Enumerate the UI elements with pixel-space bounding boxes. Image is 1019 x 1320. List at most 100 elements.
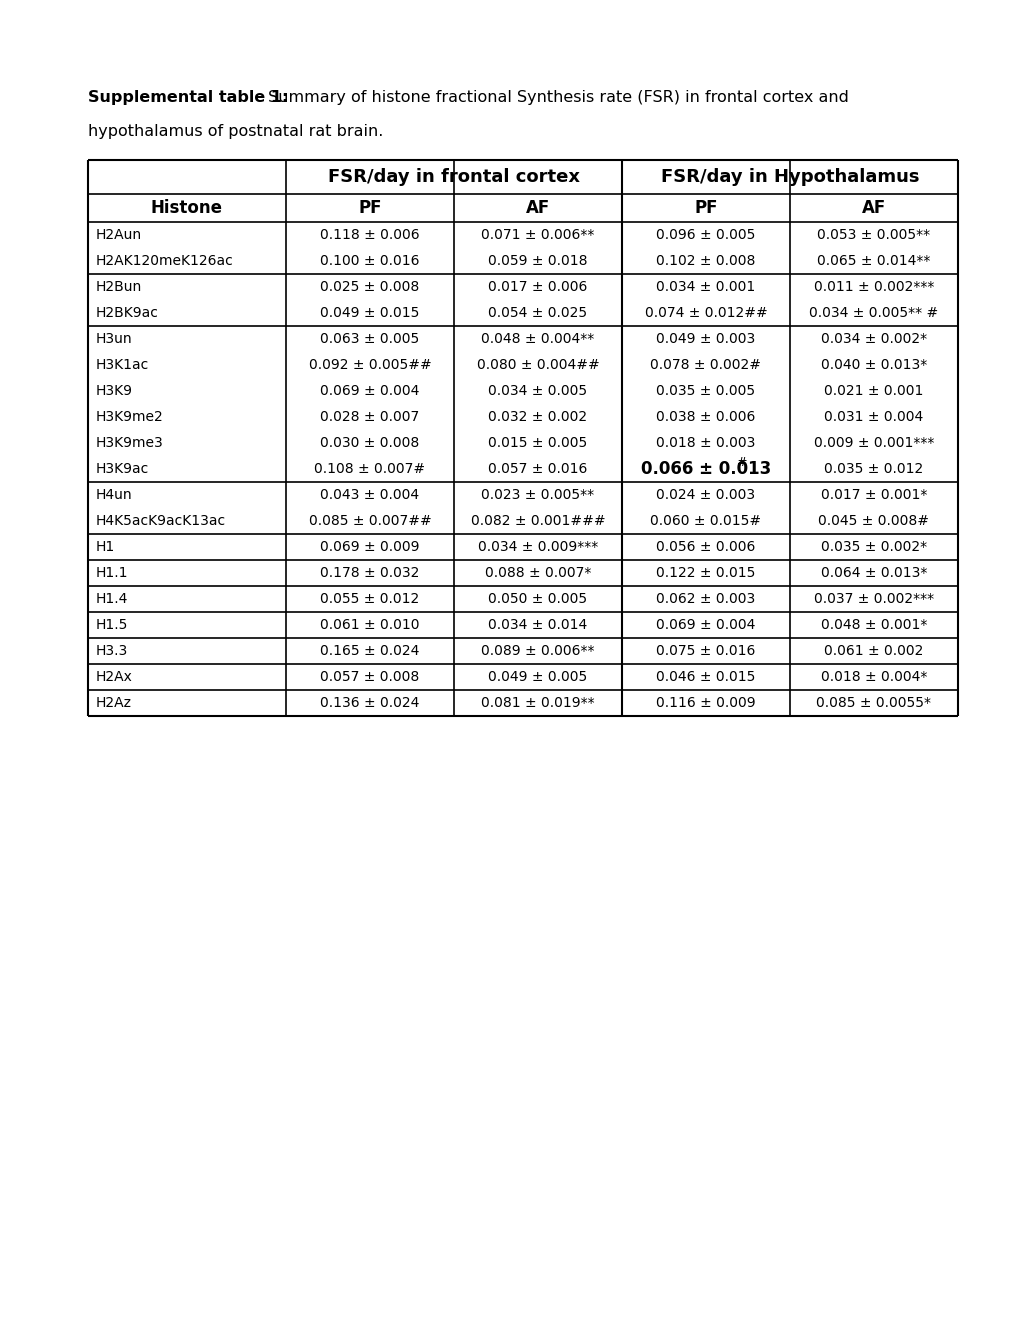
Text: 0.100 ± 0.016: 0.100 ± 0.016 (320, 253, 420, 268)
Text: 0.009 ± 0.001***: 0.009 ± 0.001*** (813, 436, 933, 450)
Text: 0.102 ± 0.008: 0.102 ± 0.008 (655, 253, 755, 268)
Text: 0.061 ± 0.002: 0.061 ± 0.002 (823, 644, 923, 657)
Text: 0.025 ± 0.008: 0.025 ± 0.008 (320, 280, 419, 294)
Text: 0.034 ± 0.005** #: 0.034 ± 0.005** # (809, 306, 937, 319)
Text: H1.5: H1.5 (96, 618, 128, 632)
Text: 0.017 ± 0.006: 0.017 ± 0.006 (488, 280, 587, 294)
Text: Summary of histone fractional Synthesis rate (FSR) in frontal cortex and: Summary of histone fractional Synthesis … (263, 90, 848, 106)
Text: 0.069 ± 0.004: 0.069 ± 0.004 (320, 384, 419, 399)
Text: 0.062 ± 0.003: 0.062 ± 0.003 (656, 591, 755, 606)
Text: 0.122 ± 0.015: 0.122 ± 0.015 (655, 566, 755, 579)
Text: 0.015 ± 0.005: 0.015 ± 0.005 (488, 436, 587, 450)
Text: FSR/day in Hypothalamus: FSR/day in Hypothalamus (660, 168, 918, 186)
Text: 0.018 ± 0.004*: 0.018 ± 0.004* (820, 671, 926, 684)
Text: H3K9ac: H3K9ac (96, 462, 149, 477)
Text: 0.075 ± 0.016: 0.075 ± 0.016 (655, 644, 755, 657)
Text: 0.060 ± 0.015#: 0.060 ± 0.015# (650, 513, 761, 528)
Text: 0.050 ± 0.005: 0.050 ± 0.005 (488, 591, 587, 606)
Text: AF: AF (526, 199, 549, 216)
Text: H1.1: H1.1 (96, 566, 128, 579)
Text: 0.080 ± 0.004##: 0.080 ± 0.004## (476, 358, 599, 372)
Text: 0.034 ± 0.002*: 0.034 ± 0.002* (820, 333, 926, 346)
Text: H2Bun: H2Bun (96, 280, 142, 294)
Text: H2Ax: H2Ax (96, 671, 132, 684)
Text: 0.081 ± 0.019**: 0.081 ± 0.019** (481, 696, 594, 710)
Text: 0.021 ± 0.001: 0.021 ± 0.001 (823, 384, 923, 399)
Text: 0.069 ± 0.004: 0.069 ± 0.004 (655, 618, 755, 632)
Text: 0.092 ± 0.005##: 0.092 ± 0.005## (309, 358, 431, 372)
Text: 0.116 ± 0.009: 0.116 ± 0.009 (655, 696, 755, 710)
Text: 0.108 ± 0.007#: 0.108 ± 0.007# (314, 462, 425, 477)
Text: hypothalamus of postnatal rat brain.: hypothalamus of postnatal rat brain. (88, 124, 383, 139)
Text: H1: H1 (96, 540, 115, 554)
Text: FSR/day in frontal cortex: FSR/day in frontal cortex (328, 168, 580, 186)
Text: 0.089 ± 0.006**: 0.089 ± 0.006** (481, 644, 594, 657)
Text: 0.053 ± 0.005**: 0.053 ± 0.005** (816, 228, 929, 242)
Text: 0.071 ± 0.006**: 0.071 ± 0.006** (481, 228, 594, 242)
Text: 0.063 ± 0.005: 0.063 ± 0.005 (320, 333, 419, 346)
Text: 0.066 ± 0.013: 0.066 ± 0.013 (640, 459, 770, 478)
Text: 0.165 ± 0.024: 0.165 ± 0.024 (320, 644, 419, 657)
Text: Histone: Histone (151, 199, 223, 216)
Text: 0.018 ± 0.003: 0.018 ± 0.003 (655, 436, 755, 450)
Text: H1.4: H1.4 (96, 591, 128, 606)
Text: H4K5acK9acK13ac: H4K5acK9acK13ac (96, 513, 226, 528)
Text: 0.085 ± 0.007##: 0.085 ± 0.007## (309, 513, 431, 528)
Text: #: # (735, 457, 745, 470)
Text: 0.056 ± 0.006: 0.056 ± 0.006 (655, 540, 755, 554)
Text: H3K9me3: H3K9me3 (96, 436, 164, 450)
Text: PF: PF (358, 199, 381, 216)
Text: 0.057 ± 0.008: 0.057 ± 0.008 (320, 671, 419, 684)
Text: 0.049 ± 0.015: 0.049 ± 0.015 (320, 306, 419, 319)
Text: 0.032 ± 0.002: 0.032 ± 0.002 (488, 411, 587, 424)
Text: 0.074 ± 0.012##: 0.074 ± 0.012## (644, 306, 766, 319)
Text: PF: PF (694, 199, 717, 216)
Text: AF: AF (861, 199, 886, 216)
Text: 0.082 ± 0.001###: 0.082 ± 0.001### (470, 513, 604, 528)
Text: 0.011 ± 0.002***: 0.011 ± 0.002*** (813, 280, 933, 294)
Text: 0.035 ± 0.005: 0.035 ± 0.005 (656, 384, 755, 399)
Text: 0.178 ± 0.032: 0.178 ± 0.032 (320, 566, 419, 579)
Text: H3K9: H3K9 (96, 384, 132, 399)
Text: 0.035 ± 0.002*: 0.035 ± 0.002* (820, 540, 926, 554)
Text: H2AK120meK126ac: H2AK120meK126ac (96, 253, 233, 268)
Text: 0.034 ± 0.005: 0.034 ± 0.005 (488, 384, 587, 399)
Text: 0.048 ± 0.001*: 0.048 ± 0.001* (820, 618, 926, 632)
Text: 0.034 ± 0.014: 0.034 ± 0.014 (488, 618, 587, 632)
Text: H2BK9ac: H2BK9ac (96, 306, 159, 319)
Text: 0.034 ± 0.009***: 0.034 ± 0.009*** (478, 540, 597, 554)
Text: 0.038 ± 0.006: 0.038 ± 0.006 (655, 411, 755, 424)
Text: 0.037 ± 0.002***: 0.037 ± 0.002*** (813, 591, 933, 606)
Text: H3un: H3un (96, 333, 132, 346)
Text: 0.024 ± 0.003: 0.024 ± 0.003 (656, 488, 755, 502)
Text: 0.034 ± 0.001: 0.034 ± 0.001 (656, 280, 755, 294)
Text: 0.049 ± 0.003: 0.049 ± 0.003 (656, 333, 755, 346)
Text: H2Az: H2Az (96, 696, 131, 710)
Text: H2Aun: H2Aun (96, 228, 142, 242)
Text: H3K1ac: H3K1ac (96, 358, 149, 372)
Text: 0.048 ± 0.004**: 0.048 ± 0.004** (481, 333, 594, 346)
Text: 0.118 ± 0.006: 0.118 ± 0.006 (320, 228, 420, 242)
Text: 0.061 ± 0.010: 0.061 ± 0.010 (320, 618, 420, 632)
Text: 0.023 ± 0.005**: 0.023 ± 0.005** (481, 488, 594, 502)
Text: 0.065 ± 0.014**: 0.065 ± 0.014** (816, 253, 929, 268)
Text: 0.031 ± 0.004: 0.031 ± 0.004 (823, 411, 923, 424)
Text: 0.035 ± 0.012: 0.035 ± 0.012 (823, 462, 923, 477)
Text: Supplemental table 1:: Supplemental table 1: (88, 90, 288, 106)
Text: 0.085 ± 0.0055*: 0.085 ± 0.0055* (815, 696, 930, 710)
Text: 0.028 ± 0.007: 0.028 ± 0.007 (320, 411, 419, 424)
Text: 0.045 ± 0.008#: 0.045 ± 0.008# (817, 513, 928, 528)
Text: 0.040 ± 0.013*: 0.040 ± 0.013* (820, 358, 926, 372)
Text: 0.078 ± 0.002#: 0.078 ± 0.002# (650, 358, 761, 372)
Text: 0.046 ± 0.015: 0.046 ± 0.015 (655, 671, 755, 684)
Text: 0.054 ± 0.025: 0.054 ± 0.025 (488, 306, 587, 319)
Text: 0.017 ± 0.001*: 0.017 ± 0.001* (820, 488, 926, 502)
Text: H3.3: H3.3 (96, 644, 128, 657)
Text: H4un: H4un (96, 488, 132, 502)
Text: H3K9me2: H3K9me2 (96, 411, 164, 424)
Text: 0.030 ± 0.008: 0.030 ± 0.008 (320, 436, 419, 450)
Text: 0.057 ± 0.016: 0.057 ± 0.016 (488, 462, 587, 477)
Text: 0.069 ± 0.009: 0.069 ± 0.009 (320, 540, 420, 554)
Text: 0.088 ± 0.007*: 0.088 ± 0.007* (484, 566, 591, 579)
Text: 0.043 ± 0.004: 0.043 ± 0.004 (320, 488, 419, 502)
